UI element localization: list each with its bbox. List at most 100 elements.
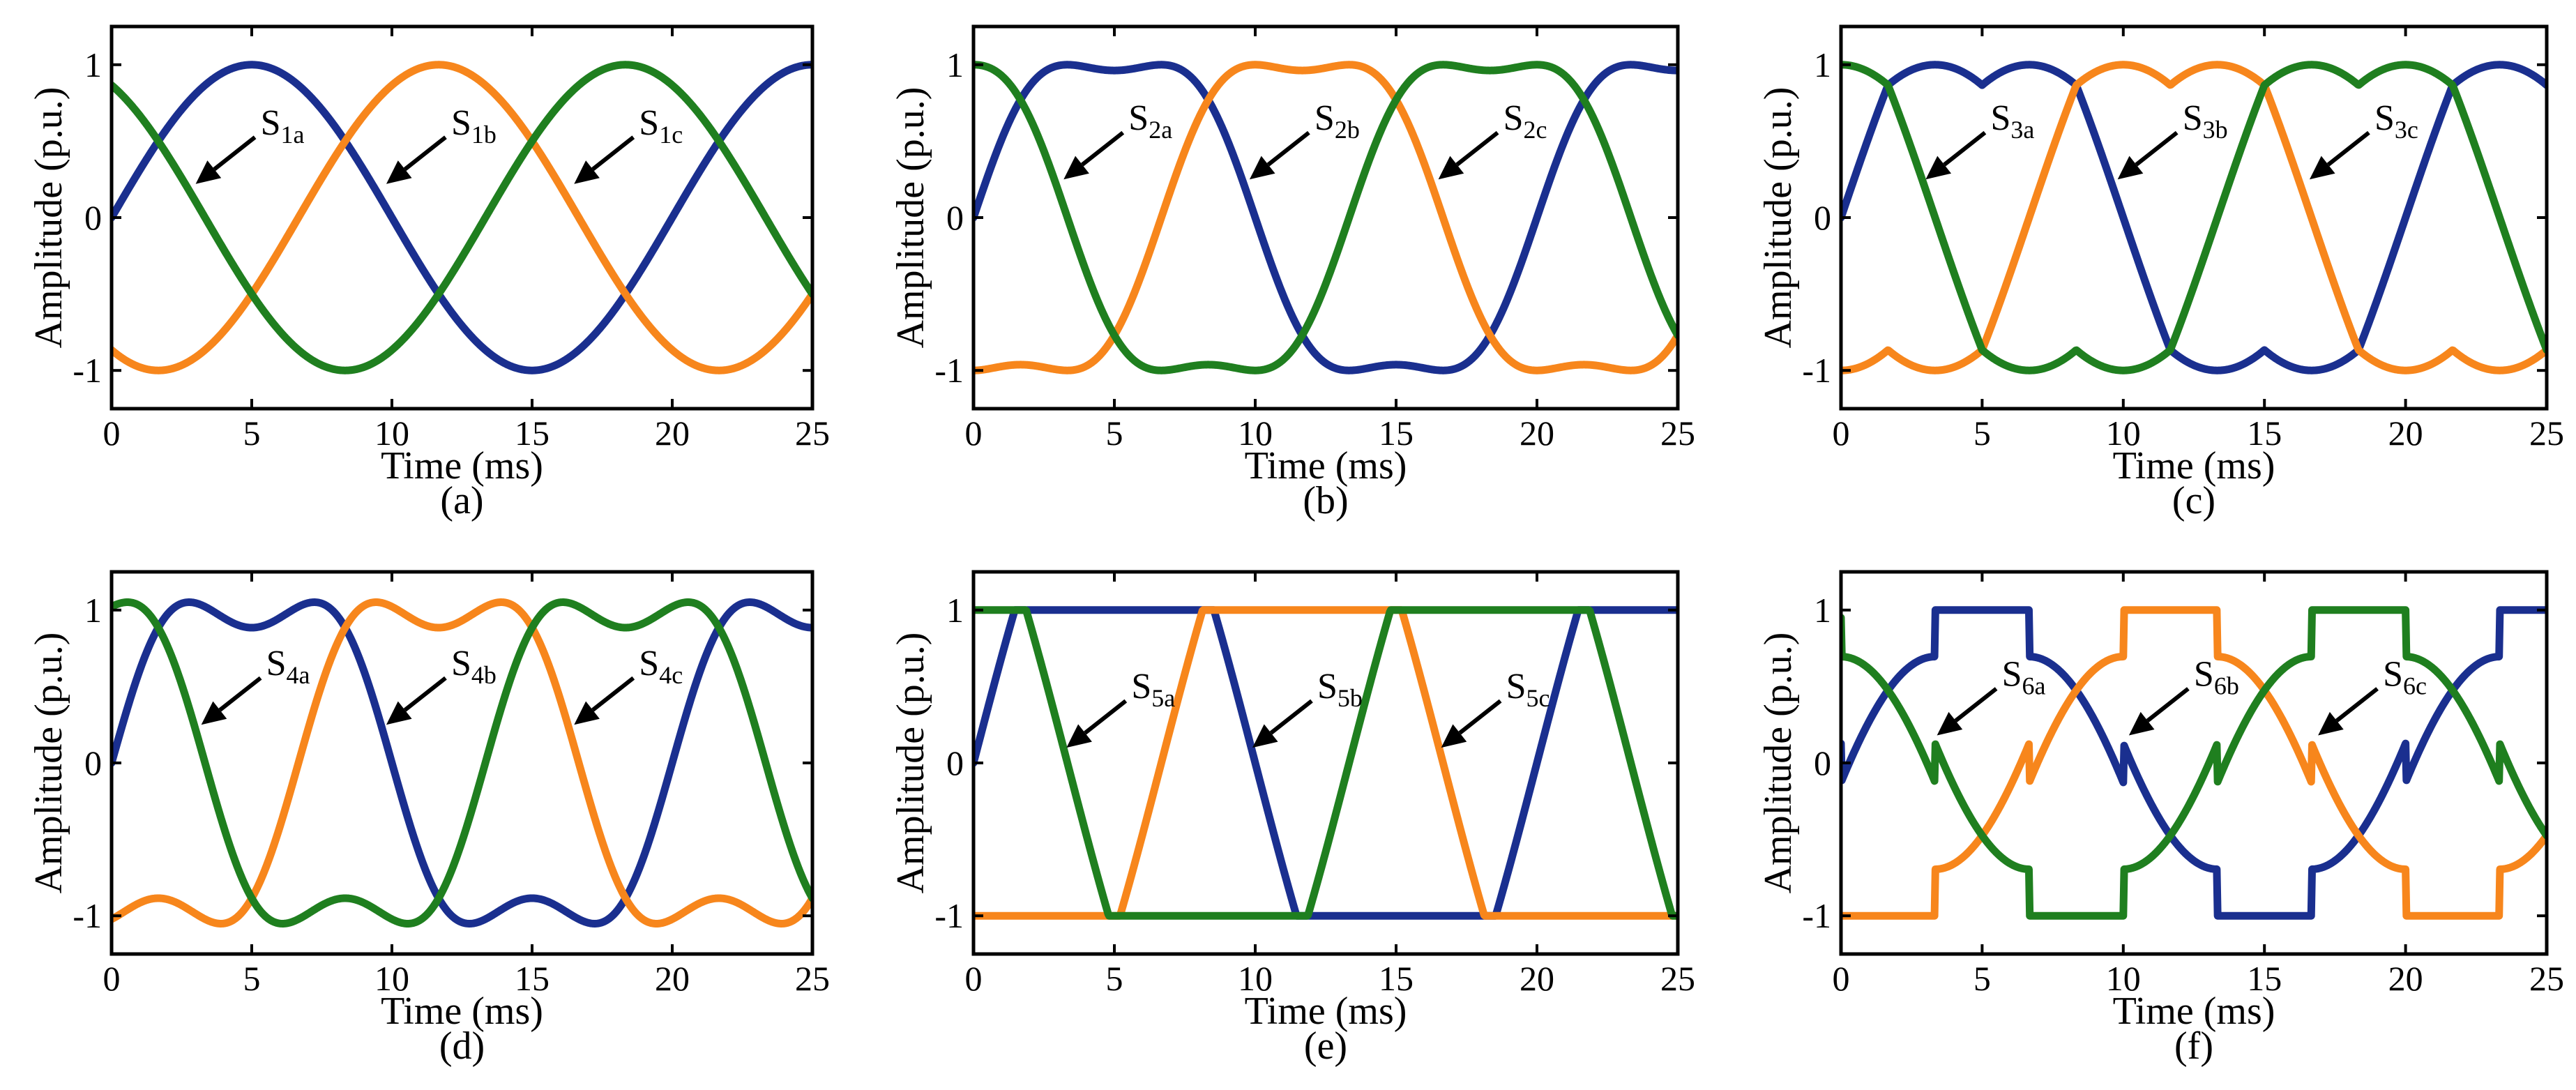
y-tick-label: -1	[1802, 351, 1831, 390]
x-tick-label: 25	[795, 414, 830, 453]
x-tick-label: 25	[1660, 414, 1695, 453]
arrow-head	[386, 701, 412, 725]
x-tick-label: 10	[374, 959, 409, 998]
y-axis-label: Amplitude (p.u.)	[1757, 633, 1800, 894]
series-line-S4b	[112, 598, 812, 928]
traces	[1841, 606, 2547, 920]
series-line-S3a	[1841, 61, 2547, 374]
arrow-head	[1441, 724, 1467, 748]
x-tick-label: 0	[1833, 959, 1850, 998]
arrow-head	[1925, 156, 1952, 180]
arrow-shaft	[213, 135, 257, 172]
x-tick-label: 15	[1379, 414, 1414, 453]
annotation-label: S1c	[639, 103, 683, 149]
x-tick-label: 0	[965, 959, 983, 998]
y-tick-label: 1	[946, 591, 964, 630]
annotation-S1a: S1a	[195, 103, 305, 184]
x-tick-label: 5	[1973, 959, 1991, 998]
plot-frame	[109, 24, 815, 411]
arrow-shaft	[1266, 130, 1310, 167]
traces	[112, 598, 812, 928]
arrow-shaft	[1269, 699, 1313, 735]
arrow-shaft	[1084, 699, 1128, 735]
y-tick-label: 1	[84, 45, 102, 84]
x-axis-label: Time (ms)	[1245, 444, 1407, 487]
traces	[973, 61, 1678, 374]
arrow-head	[1066, 724, 1092, 748]
series-line-S2b	[973, 61, 1678, 374]
y-tick-label: 0	[946, 743, 964, 782]
series-line-S5b	[973, 606, 1678, 920]
x-tick-label: 10	[374, 414, 409, 453]
arrow-shaft	[1455, 130, 1499, 167]
annotation-label: S2c	[1503, 98, 1547, 144]
panel-label: (c)	[2172, 479, 2215, 522]
annotation-label: S4a	[266, 644, 310, 689]
arrow-shaft	[2135, 130, 2179, 167]
annotation-label: S5a	[1131, 667, 1175, 712]
panel-label: (f)	[2174, 1024, 2213, 1068]
annotation-S4a: S4a	[201, 644, 310, 725]
y-tick-label: 1	[1814, 591, 1831, 630]
annotation-S2b: S2b	[1249, 98, 1360, 180]
x-tick-label: 20	[655, 959, 690, 998]
arrow-shaft	[1458, 699, 1502, 735]
arrow-head	[1249, 156, 1275, 180]
arrow-shaft	[1954, 687, 1998, 722]
annotation-label: S2a	[1128, 98, 1172, 144]
series-line-S1c	[112, 61, 812, 374]
arrow-shaft	[591, 676, 635, 712]
annotation-label: S4c	[639, 644, 683, 689]
y-axis-label: Amplitude (p.u.)	[27, 633, 70, 894]
series-line-S4a	[112, 598, 812, 928]
plot-frame	[1839, 24, 2549, 411]
panel-label: (b)	[1303, 479, 1348, 522]
annotation-S1b: S1b	[386, 103, 497, 184]
arrow-head	[2128, 711, 2155, 736]
x-tick-label: 5	[243, 959, 261, 998]
series-line-S6a	[1841, 606, 2547, 920]
x-tick-label: 15	[515, 414, 550, 453]
y-tick-label: -1	[73, 351, 102, 390]
x-tick-label: 20	[1520, 414, 1554, 453]
x-tick-label: 10	[2106, 959, 2141, 998]
annotation-S1c: S1c	[574, 103, 683, 184]
arrow-head	[201, 701, 227, 725]
traces	[973, 606, 1678, 920]
arrow-shaft	[591, 135, 635, 172]
y-tick-label: 0	[84, 198, 102, 237]
arrow-head	[2117, 156, 2144, 180]
y-tick-label: 1	[84, 591, 102, 630]
y-axis-label: Amplitude (p.u.)	[889, 87, 932, 349]
x-tick-label: 25	[2529, 414, 2564, 453]
annotation-S3a: S3a	[1925, 98, 2034, 180]
annotation-S3c: S3c	[2309, 98, 2418, 180]
y-axis-label: Amplitude (p.u.)	[889, 633, 932, 894]
annotation-label: S6c	[2383, 655, 2427, 700]
series-line-S6c	[1841, 606, 2547, 920]
series-line-S5a	[973, 606, 1678, 920]
arrow-head	[574, 160, 600, 184]
y-tick-label: 0	[1814, 743, 1831, 782]
arrow-shaft	[1943, 130, 1987, 167]
series-line-S3c	[1841, 61, 2547, 374]
arrow-shaft	[2326, 130, 2370, 167]
annotation-S4c: S4c	[574, 644, 683, 725]
y-tick-label: 0	[84, 743, 102, 782]
x-axis-label: Time (ms)	[381, 990, 543, 1033]
y-tick-label: -1	[934, 351, 964, 390]
arrow-head	[574, 701, 600, 725]
arrow-shaft	[218, 676, 262, 712]
x-tick-label: 0	[103, 414, 121, 453]
x-axis-label: Time (ms)	[1245, 990, 1407, 1033]
annotation-label: S4b	[451, 644, 497, 689]
arrow-shaft	[403, 676, 447, 712]
x-tick-label: 15	[515, 959, 550, 998]
traces	[1841, 61, 2547, 374]
arrow-head	[1937, 711, 1963, 736]
